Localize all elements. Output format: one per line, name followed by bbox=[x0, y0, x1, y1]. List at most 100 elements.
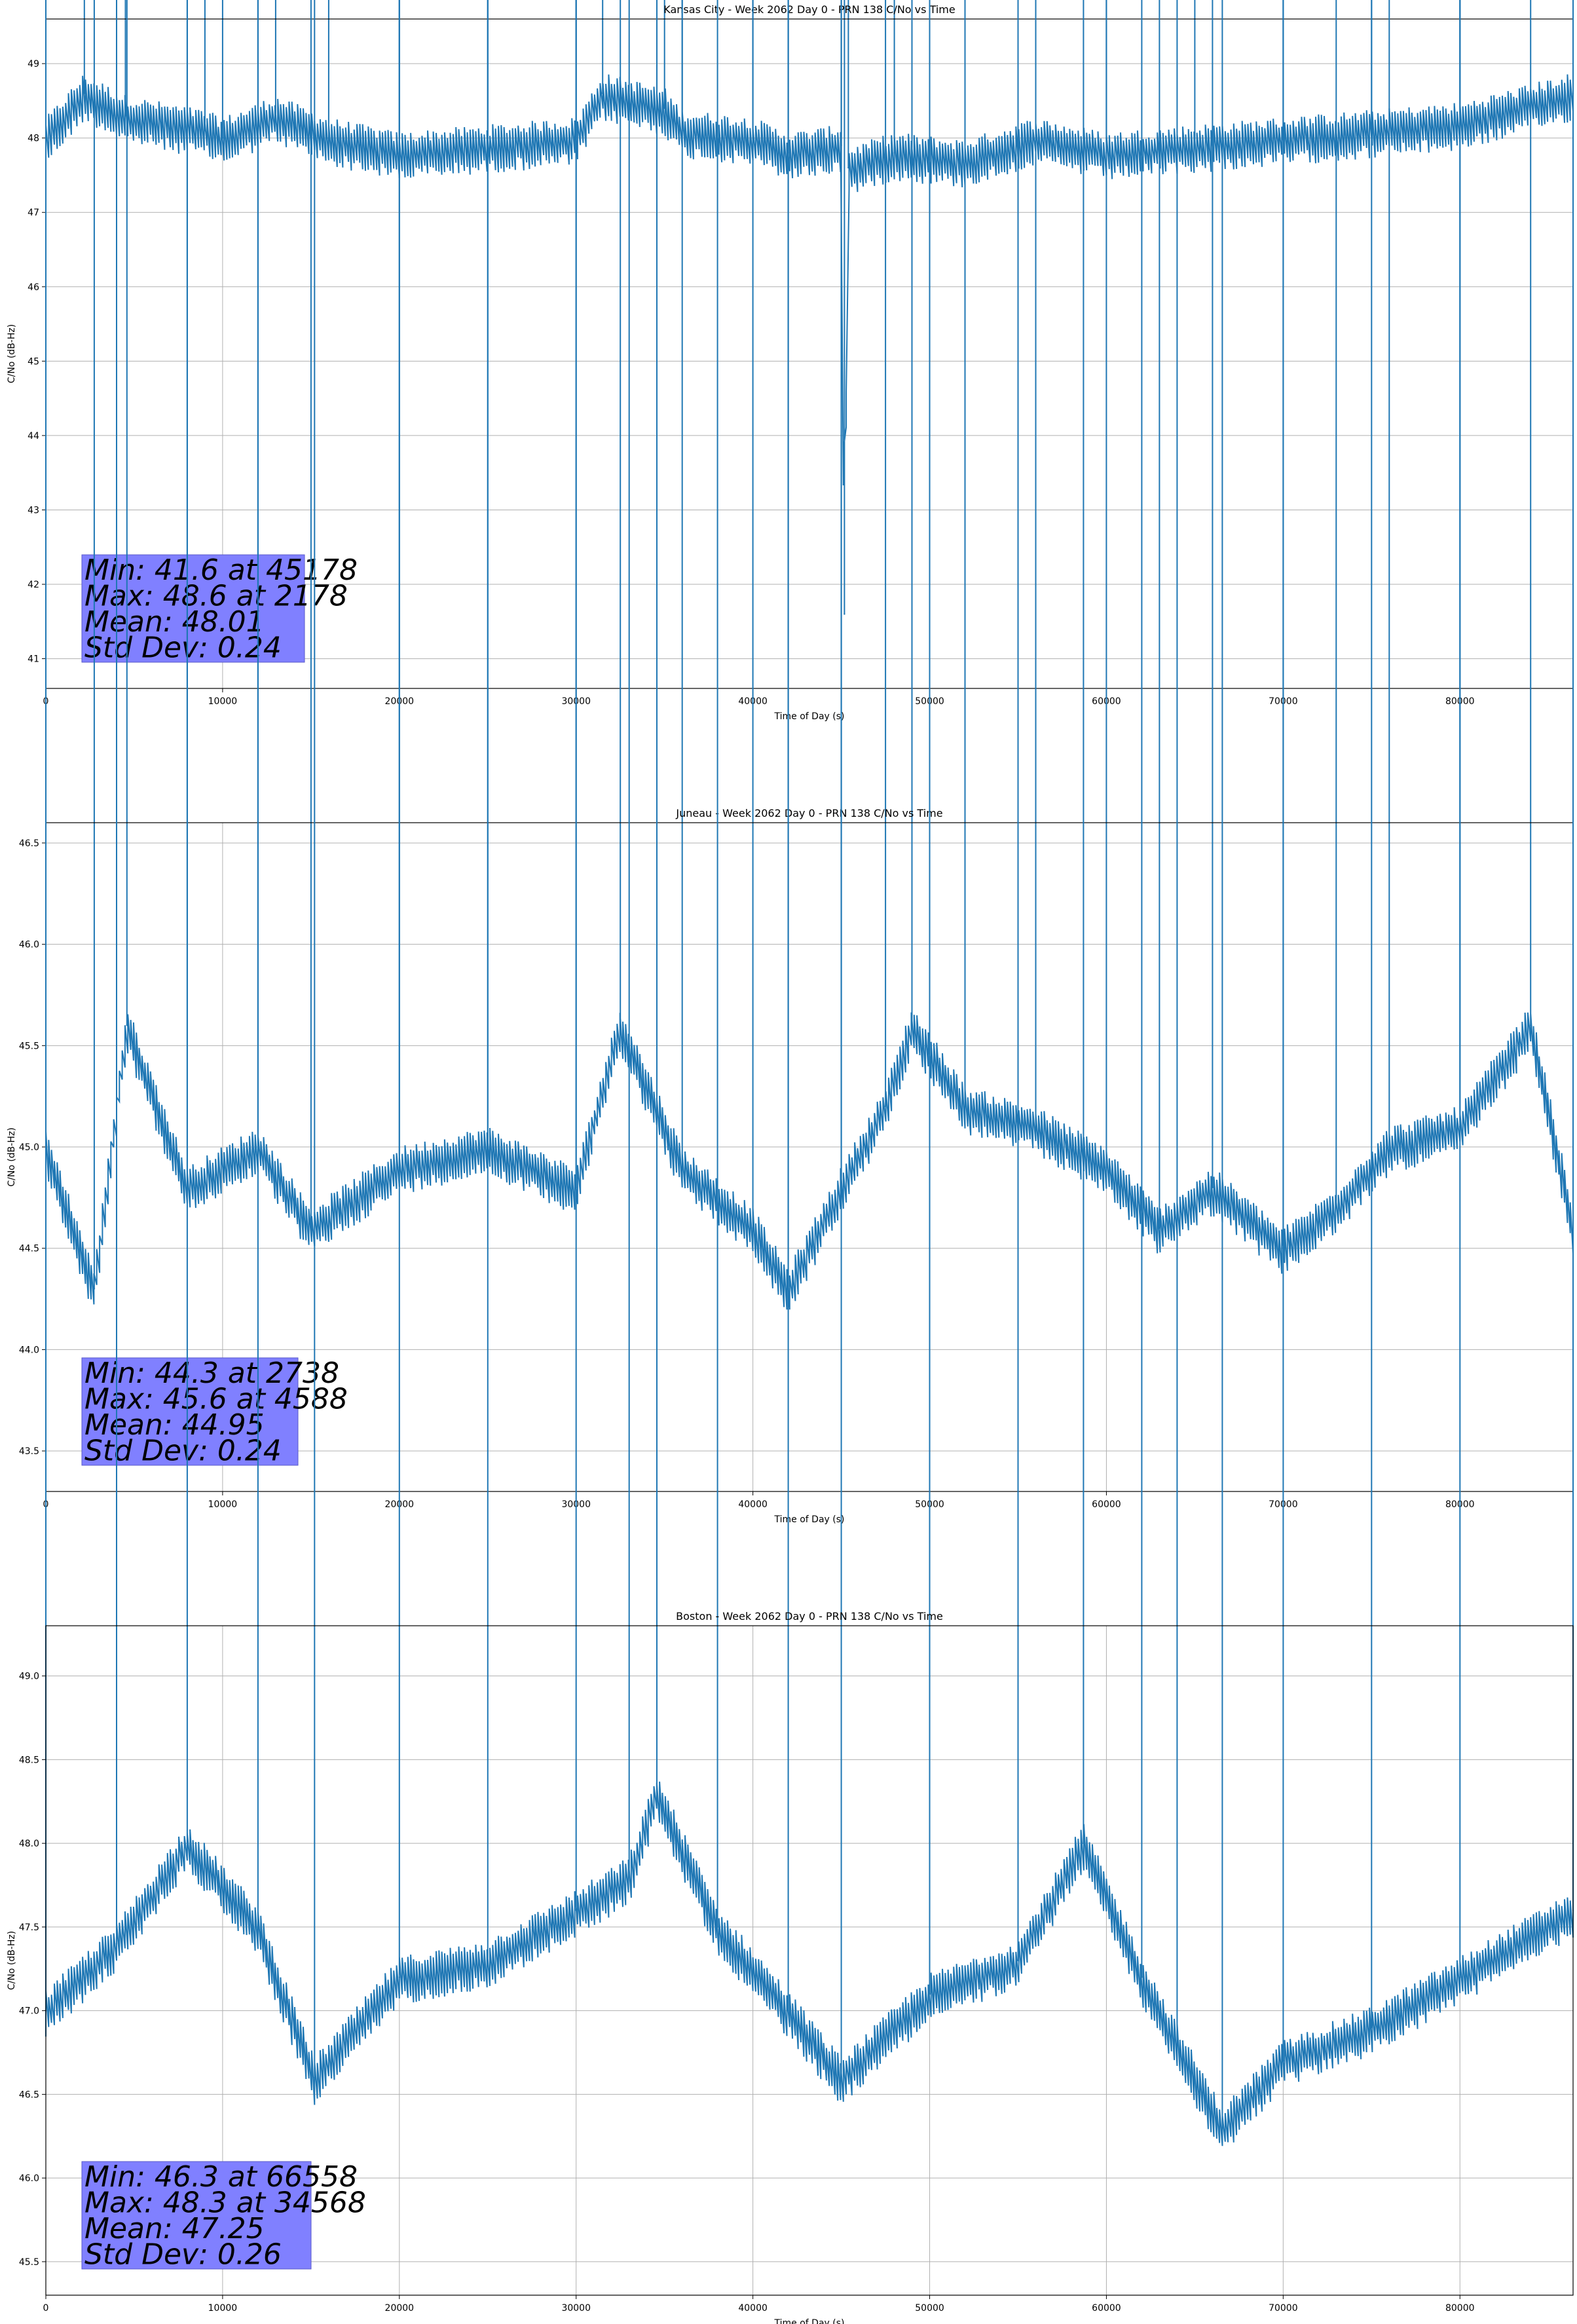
data-point bbox=[186, 1842, 189, 1845]
chart-title: Juneau - Week 2062 Day 0 - PRN 138 C/No … bbox=[675, 807, 942, 819]
data-point bbox=[575, 1909, 577, 1911]
x-axis-label: Time of Day (s) bbox=[774, 2318, 845, 2324]
y-axis-label: C/No (dB-Hz) bbox=[7, 324, 17, 383]
data-point bbox=[204, 130, 206, 132]
y-tick-label: 47 bbox=[28, 208, 39, 218]
x-tick-label: 0 bbox=[43, 2303, 49, 2314]
stats-box bbox=[81, 554, 305, 663]
y-tick-label: 45.0 bbox=[19, 1142, 39, 1153]
y-tick-label: 46 bbox=[28, 282, 39, 293]
data-point bbox=[619, 1024, 622, 1026]
stats-line: Mean: 47.25 bbox=[84, 2212, 265, 2245]
x-tick-label: 20000 bbox=[385, 2303, 415, 2314]
data-point bbox=[752, 1227, 754, 1229]
data-point bbox=[787, 2010, 789, 2012]
chart-panel: 0 10000 20000 30000 40000 50000 60000 70000 8000… bbox=[7, 0, 1574, 1525]
data-point bbox=[656, 1792, 658, 1794]
stats-line: Std Dev: 0.26 bbox=[84, 2238, 282, 2272]
x-axis-label: Time of Day (s) bbox=[774, 711, 845, 722]
y-tick-label: 48.5 bbox=[19, 1755, 39, 1765]
x-tick-label: 30000 bbox=[561, 2303, 591, 2314]
y-tick-label: 48 bbox=[28, 134, 39, 144]
data-point bbox=[1105, 1166, 1107, 1169]
data-point bbox=[1282, 2060, 1284, 2062]
stats-line: Max: 45.6 at 4588 bbox=[84, 1383, 348, 1416]
chart-title: Kansas City - Week 2062 Day 0 - PRN 138 … bbox=[663, 3, 955, 16]
y-tick-label: 47.0 bbox=[19, 2006, 39, 2017]
data-point bbox=[327, 137, 330, 139]
x-tick-label: 40000 bbox=[738, 2303, 768, 2314]
data-point bbox=[1212, 1186, 1214, 1189]
x-tick-label: 50000 bbox=[915, 2303, 944, 2314]
stats-line: Min: 41.6 at 45178 bbox=[84, 553, 358, 587]
y-tick-label: 46.5 bbox=[19, 2090, 39, 2100]
y-tick-label: 45.5 bbox=[19, 1041, 39, 1051]
data-point bbox=[893, 152, 895, 154]
y-tick-label: 41 bbox=[28, 654, 39, 665]
y-axis-label: C/No (dB-Hz) bbox=[7, 1127, 17, 1186]
data-point bbox=[628, 1876, 630, 1878]
data-point bbox=[1083, 1842, 1085, 1845]
y-tick-label: 46.0 bbox=[19, 940, 39, 950]
chart-panel: 0 10000 20000 30000 40000 50000 60000 70000 8000… bbox=[7, 0, 1574, 2324]
y-tick-label: 45.5 bbox=[19, 2257, 39, 2268]
y-tick-label: 49.0 bbox=[19, 1672, 39, 1682]
data-point bbox=[126, 1024, 128, 1026]
data-point bbox=[1459, 1976, 1461, 1978]
y-tick-label: 43.5 bbox=[19, 1446, 39, 1457]
stats-box bbox=[81, 2161, 312, 2270]
x-tick-label: 60000 bbox=[1092, 1499, 1121, 1510]
stats-box bbox=[81, 1357, 299, 1466]
data-point bbox=[487, 1959, 489, 1962]
data-point bbox=[911, 1024, 913, 1026]
x-tick-label: 80000 bbox=[1445, 2303, 1475, 2314]
axes-frame bbox=[45, 1625, 1574, 2296]
data-point bbox=[840, 2076, 842, 2079]
stats-line: Max: 48.6 at 2178 bbox=[84, 580, 348, 613]
data-point bbox=[1194, 144, 1196, 147]
stats-line: Min: 46.3 at 66558 bbox=[84, 2160, 358, 2194]
data-point bbox=[93, 1288, 96, 1290]
data-point bbox=[1388, 1146, 1390, 1148]
data-point bbox=[398, 1976, 401, 1978]
y-tick-label: 42 bbox=[28, 580, 39, 590]
data-point bbox=[83, 92, 85, 94]
data-point bbox=[221, 137, 224, 139]
x-tick-label: 60000 bbox=[1092, 2303, 1121, 2314]
data-point bbox=[602, 92, 604, 94]
stats-line: Min: 44.3 at 2738 bbox=[84, 1357, 339, 1390]
y-tick-label: 46.0 bbox=[19, 2173, 39, 2184]
data-point bbox=[1221, 2127, 1223, 2129]
data-point bbox=[115, 1943, 118, 1945]
data-point bbox=[1159, 1227, 1160, 1229]
x-tick-label: 10000 bbox=[208, 1499, 238, 1510]
data-point bbox=[1335, 1207, 1337, 1209]
data-point bbox=[929, 1993, 931, 1995]
y-tick-label: 44 bbox=[28, 431, 39, 441]
data-point bbox=[314, 2076, 316, 2079]
y-tick-label: 44.0 bbox=[19, 1345, 39, 1355]
y-tick-label: 46.5 bbox=[19, 838, 39, 849]
x-tick-label: 70000 bbox=[1269, 2303, 1298, 2314]
y-tick-label: 49 bbox=[28, 59, 39, 69]
data-point bbox=[124, 115, 126, 117]
data-point bbox=[1017, 1959, 1019, 1962]
data-point bbox=[844, 613, 845, 615]
data-series-line bbox=[45, 0, 1574, 2146]
data-point bbox=[964, 1105, 966, 1108]
stats-line: Mean: 44.95 bbox=[84, 1408, 265, 1442]
stats-line: Max: 48.3 at 34568 bbox=[84, 2186, 366, 2220]
data-point bbox=[884, 1105, 887, 1108]
data-point bbox=[310, 1227, 312, 1229]
data-point bbox=[716, 1926, 718, 1928]
data-point bbox=[663, 107, 665, 109]
y-tick-label: 43 bbox=[28, 505, 39, 515]
x-tick-label: 40000 bbox=[738, 1499, 768, 1510]
chart-title: Boston - Week 2062 Day 0 - PRN 138 C/No … bbox=[676, 1610, 943, 1622]
y-tick-label: 45 bbox=[28, 356, 39, 367]
y-tick-label: 47.5 bbox=[19, 1922, 39, 1933]
data-point bbox=[1371, 2027, 1373, 2029]
data-point bbox=[1530, 1024, 1532, 1026]
stats-line: Std Dev: 0.24 bbox=[84, 1434, 282, 1468]
